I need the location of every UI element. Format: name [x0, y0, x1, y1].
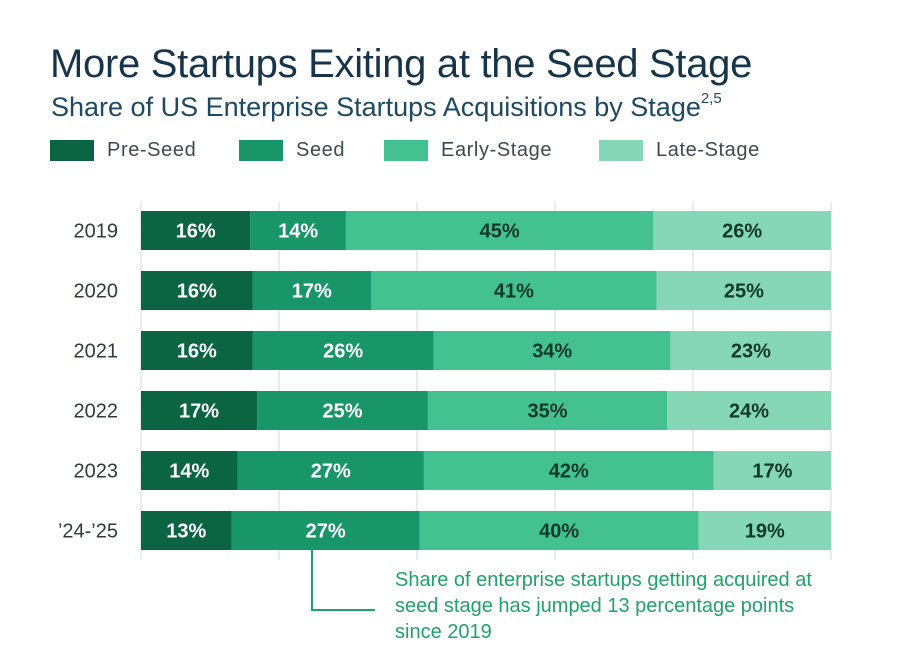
bar-segment-seed [252, 331, 434, 370]
data-label: 16% [177, 281, 217, 303]
data-label: 13% [166, 521, 206, 543]
bar-segment-seed [257, 391, 428, 430]
data-label: 14% [169, 461, 209, 483]
data-label: 17% [752, 461, 792, 483]
data-label: 42% [549, 461, 589, 483]
bar-segment-late-stage [653, 211, 831, 250]
bar-segment-early-stage [419, 511, 699, 550]
bar-segment-late-stage [670, 331, 831, 370]
y-tick-label: 2021 [74, 341, 119, 363]
y-tick-label: 2019 [74, 221, 119, 243]
data-label: 34% [532, 341, 572, 363]
bar-segment-seed [237, 451, 424, 490]
data-label: 17% [292, 281, 332, 303]
bar-segment-seed [252, 271, 371, 310]
bar-segment-late-stage [713, 451, 831, 490]
subtitle-text: Share of US Enterprise Startups Acquisit… [51, 92, 701, 122]
bar-segment-pre-seed [141, 331, 253, 370]
bar-segment-early-stage [427, 391, 668, 430]
data-label: 16% [177, 341, 217, 363]
data-label: 16% [176, 221, 216, 243]
legend-swatch-pre-seed [50, 140, 94, 161]
data-label: 24% [729, 401, 769, 423]
data-label: 27% [311, 461, 351, 483]
data-label: 19% [745, 521, 785, 543]
bar-segment-early-stage [433, 331, 671, 370]
bar-segment-pre-seed [141, 451, 238, 490]
subtitle-footnote: 2,5 [700, 90, 722, 107]
data-label: 14% [278, 221, 318, 243]
bar-segment-pre-seed [141, 271, 253, 310]
legend-label-early-stage: Early-Stage [441, 139, 553, 161]
chart-title: More Startups Exiting at the Seed Stage [50, 42, 753, 86]
y-tick-label: 2022 [74, 401, 119, 423]
callout-connector [311, 548, 375, 611]
legend-swatch-early-stage [384, 140, 428, 161]
legend-swatch-seed [239, 140, 283, 161]
bar-segment-late-stage [667, 391, 831, 430]
data-label: 26% [323, 341, 363, 363]
y-tick-label: ’24-’25 [58, 521, 118, 543]
y-tick-label: 2023 [74, 461, 119, 483]
data-label: 23% [731, 341, 771, 363]
data-label: 41% [494, 281, 534, 303]
bar-segment-early-stage [345, 211, 654, 250]
bar-segment-early-stage [423, 451, 714, 490]
data-label: 45% [480, 221, 520, 243]
data-label: 26% [722, 221, 762, 243]
bar-segment-pre-seed [141, 391, 258, 430]
data-label: 27% [306, 521, 346, 543]
chart-subtitle: Share of US Enterprise Startups Acquisit… [51, 90, 722, 123]
data-label: 35% [527, 401, 567, 423]
bar-segment-pre-seed [141, 511, 232, 550]
bar-segment-seed [250, 211, 346, 250]
bar-segment-late-stage [698, 511, 831, 550]
legend-label-pre-seed: Pre-Seed [107, 139, 197, 161]
bar-segment-early-stage [371, 271, 657, 310]
bar-segment-seed [231, 511, 420, 550]
bar-segment-late-stage [656, 271, 831, 310]
y-tick-label: 2020 [74, 281, 119, 303]
data-label: 25% [724, 281, 764, 303]
legend-label-late-stage: Late-Stage [656, 139, 760, 161]
data-label: 17% [179, 401, 219, 423]
data-label: 40% [539, 521, 579, 543]
callout-annotation: Share of enterprise startups getting acq… [395, 569, 812, 643]
legend-swatch-late-stage [599, 140, 643, 161]
legend-label-seed: Seed [296, 139, 346, 161]
data-label: 25% [323, 401, 363, 423]
bar-segment-pre-seed [141, 211, 251, 250]
